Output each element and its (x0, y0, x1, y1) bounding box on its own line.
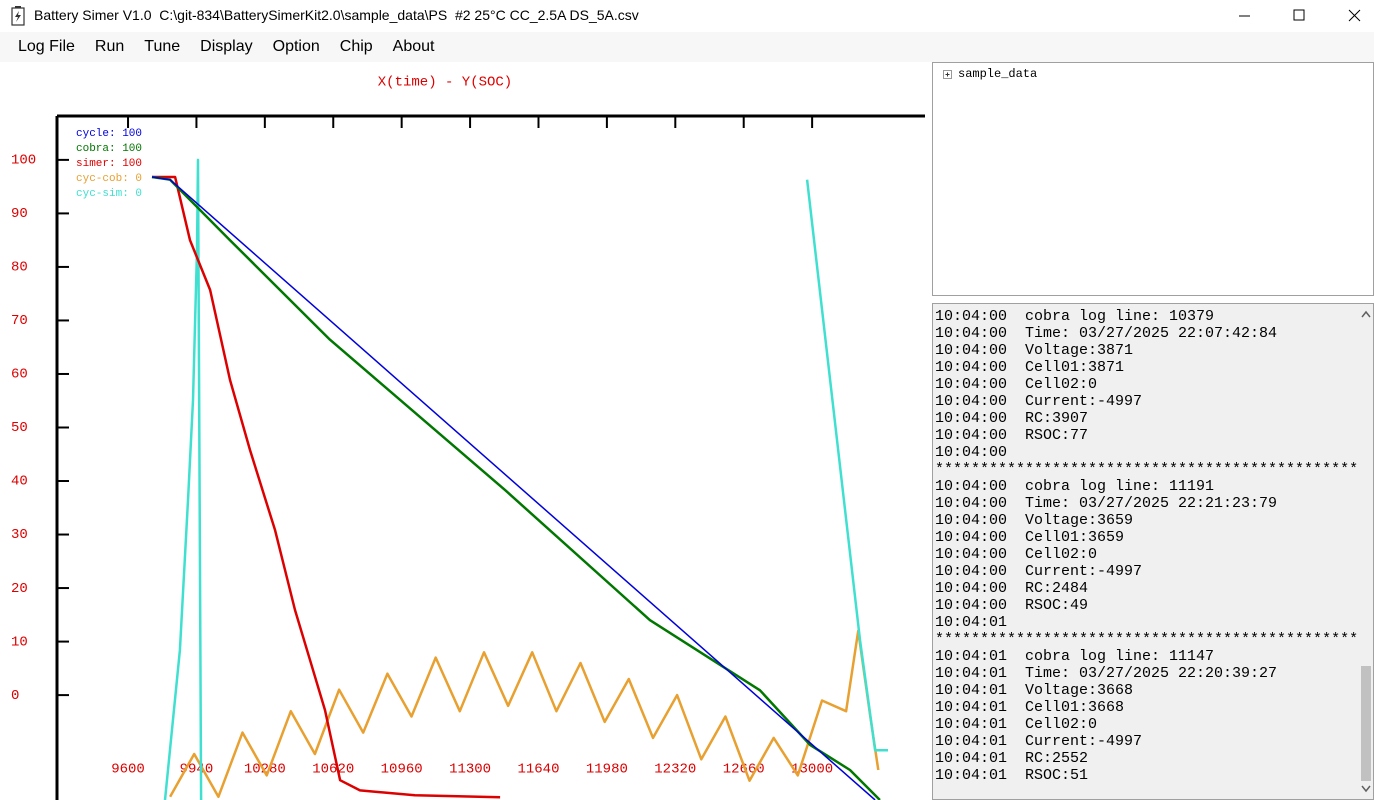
app-icon (11, 6, 25, 26)
log-panel: 10:04:00 cobra log line: 10379 10:04:00 T… (932, 303, 1374, 800)
y-tick-label: 30 (11, 527, 28, 543)
log-line: 10:04:00 Current:-4997 (935, 563, 1143, 580)
y-tick-label: 0 (11, 688, 19, 704)
log-line: 10:04:01 Cell01:3668 (935, 699, 1125, 716)
x-tick-label: 11980 (586, 762, 628, 778)
log-line: 10:04:00 Voltage:3659 (935, 512, 1134, 529)
log-line: 10:04:01 Current:-4997 (935, 733, 1143, 750)
log-line: 10:04:01 Time: 03/27/2025 22:20:39:27 (935, 665, 1278, 682)
x-tick-label: 10620 (312, 762, 354, 778)
log-line: ****************************************… (935, 631, 1359, 648)
series-line (152, 175, 501, 799)
y-tick-label: 10 (11, 634, 28, 650)
log-line: 10:04:00 RSOC:77 (935, 427, 1089, 444)
menu-item[interactable]: Chip (339, 38, 373, 55)
log-line: 10:04:01 (935, 614, 1008, 631)
legend-entry: cyc-sim: 0 (76, 188, 142, 200)
x-tick-label: 11640 (517, 762, 559, 778)
log-line: 10:04:00 Cell02:0 (935, 546, 1098, 563)
log-line: 10:04:01 cobra log line: 11147 (935, 648, 1215, 665)
y-tick-label: 100 (11, 153, 36, 169)
series-line (163, 158, 888, 800)
log-line: 10:04:00 cobra log line: 11191 (935, 478, 1215, 495)
window-title: Battery Simer V1.0 C:\git-834\BatterySim… (34, 7, 639, 23)
log-line: 10:04:00 Cell01:3659 (935, 529, 1125, 546)
legend-entry: cycle: 100 (76, 128, 142, 140)
file-tree: sample_data (932, 62, 1374, 296)
log-line: 10:04:00 Time: 03/27/2025 22:21:23:79 (935, 495, 1278, 512)
log-line: 10:04:00 cobra log line: 10379 (935, 308, 1215, 325)
log-line: 10:04:00 Voltage:3871 (935, 342, 1134, 359)
log-line: 10:04:00 RC:2484 (935, 580, 1089, 597)
chart: X(time) - Y(SOC) 10090807060504030201009… (0, 62, 925, 800)
y-tick-label: 90 (11, 206, 28, 222)
log-line: 10:04:01 RSOC:51 (935, 767, 1089, 784)
close-button[interactable] (1348, 9, 1361, 22)
y-tick-label: 70 (11, 313, 28, 329)
title-bar: Battery Simer V1.0 C:\git-834\BatterySim… (0, 0, 1374, 32)
series-line (151, 175, 881, 800)
log-line: 10:04:00 RSOC:49 (935, 597, 1089, 614)
series-line (151, 176, 876, 800)
log-line: 10:04:01 Cell02:0 (935, 716, 1098, 733)
tree-node[interactable]: sample_data (958, 67, 1038, 81)
log-line: 10:04:00 Current:-4997 (935, 393, 1143, 410)
expand-icon[interactable] (942, 69, 954, 81)
y-tick-label: 60 (11, 367, 28, 383)
legend-entry: cobra: 100 (76, 143, 142, 155)
log-line: 10:04:00 Time: 03/27/2025 22:07:42:84 (935, 325, 1278, 342)
log-line: 10:04:01 RC:2552 (935, 750, 1089, 767)
y-tick-label: 20 (11, 581, 28, 597)
x-tick-label: 10960 (381, 762, 423, 778)
log-line: 10:04:01 Voltage:3668 (935, 682, 1134, 699)
log-line: 10:04:00 RC:3907 (935, 410, 1089, 427)
menu-item[interactable]: About (392, 38, 435, 55)
menu-item[interactable]: Tune (144, 38, 181, 55)
maximize-button[interactable] (1293, 9, 1305, 21)
menu-item[interactable]: Display (200, 38, 253, 55)
chart-title: X(time) - Y(SOC) (378, 75, 512, 91)
menu-item[interactable]: Option (272, 38, 320, 55)
log-line: ****************************************… (935, 461, 1359, 478)
y-tick-label: 40 (11, 474, 28, 490)
series-line (169, 629, 880, 799)
log-line: 10:04:00 Cell02:0 (935, 376, 1098, 393)
x-tick-label: 9600 (111, 762, 145, 778)
scroll-thumb[interactable] (1361, 666, 1371, 781)
x-tick-label: 12320 (654, 762, 696, 778)
x-tick-label: 11300 (449, 762, 491, 778)
legend-entry: simer: 100 (76, 158, 142, 170)
y-tick-label: 80 (11, 260, 28, 276)
window-controls[interactable] (1214, 0, 1374, 32)
menu-item[interactable]: Log File (18, 38, 75, 55)
menu-item[interactable]: Run (94, 38, 125, 55)
menu-bar: Log File Run Tune Display Option Chip About (0, 32, 1374, 62)
scrollbar[interactable] (1359, 304, 1373, 799)
log-line: 10:04:00 Cell01:3871 (935, 359, 1125, 376)
log-line: 10:04:00 (935, 444, 1008, 461)
log-lines: 10:04:00 cobra log line: 10379 10:04:00 T… (935, 308, 1358, 784)
legend-entry: cyc-cob: 0 (76, 173, 142, 185)
y-tick-label: 50 (11, 420, 28, 436)
